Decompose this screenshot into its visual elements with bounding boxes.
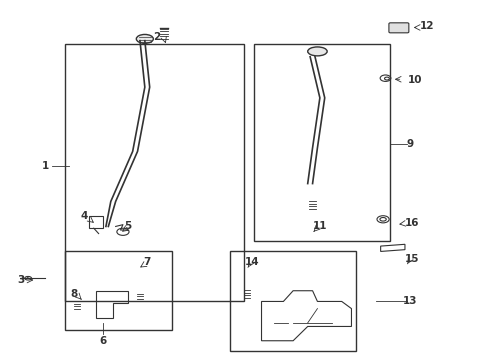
Text: 10: 10 bbox=[407, 75, 421, 85]
Text: 5: 5 bbox=[124, 221, 131, 231]
Text: 6: 6 bbox=[100, 336, 107, 346]
Bar bbox=[64, 44, 244, 301]
Text: 15: 15 bbox=[404, 253, 419, 264]
FancyBboxPatch shape bbox=[388, 23, 408, 33]
Text: 2: 2 bbox=[153, 32, 160, 42]
Bar bbox=[89, 216, 103, 228]
Bar bbox=[64, 251, 171, 330]
Text: 8: 8 bbox=[71, 289, 78, 299]
Text: 3: 3 bbox=[17, 275, 24, 285]
Text: 12: 12 bbox=[419, 21, 433, 31]
Text: 9: 9 bbox=[406, 139, 412, 149]
Text: 4: 4 bbox=[80, 211, 87, 221]
Text: 13: 13 bbox=[402, 296, 416, 306]
Text: 14: 14 bbox=[244, 257, 259, 267]
Text: 16: 16 bbox=[404, 218, 419, 228]
Bar bbox=[254, 44, 389, 241]
Text: 7: 7 bbox=[143, 257, 151, 267]
Text: 1: 1 bbox=[41, 161, 49, 171]
Ellipse shape bbox=[136, 35, 153, 43]
Ellipse shape bbox=[307, 47, 326, 56]
Bar bbox=[229, 251, 356, 351]
Text: 11: 11 bbox=[312, 221, 326, 231]
